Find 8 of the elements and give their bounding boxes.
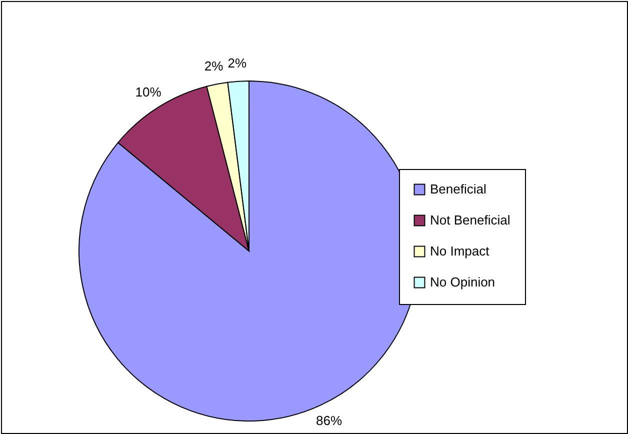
legend-label: No Opinion: [430, 274, 496, 290]
data-label: 86%: [316, 413, 342, 428]
data-label: 2%: [228, 55, 248, 70]
legend-label: Beneficial: [430, 182, 486, 196]
legend-label: No Impact: [430, 244, 490, 258]
data-label: 2%: [204, 58, 224, 74]
data-label: 10%: [135, 84, 162, 100]
legend-label: Not Beneficial: [430, 212, 510, 228]
